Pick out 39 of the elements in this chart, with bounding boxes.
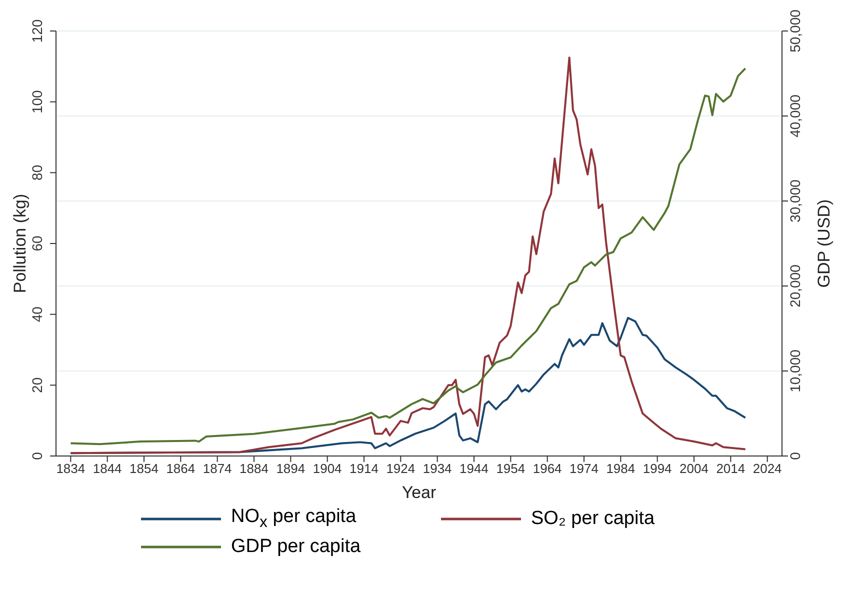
x-tick-label: 1864 [166, 461, 196, 476]
x-tick-label: 1984 [606, 461, 636, 476]
y2-tick-label: 50,000 [787, 9, 803, 52]
x-tick-label: 1854 [130, 461, 158, 476]
y2-axis-title: GDP (USD) [814, 199, 834, 288]
x-tick-label: 2004 [680, 461, 708, 476]
x-tick-label: 1944 [460, 461, 488, 476]
x-tick-label: 1914 [350, 461, 378, 476]
x-tick-label: 1994 [642, 461, 672, 476]
x-tick-label: 1904 [312, 461, 342, 476]
y-tick-label: 20 [29, 377, 45, 393]
x-tick-label: 1834 [56, 461, 86, 476]
x-tick-label: 1924 [386, 461, 416, 476]
x-tick-label: 1884 [240, 461, 268, 476]
y-tick-label: 80 [29, 164, 45, 180]
legend-label: NO$_{x}$ per capita [231, 506, 356, 532]
x-tick-label: 1844 [92, 461, 122, 476]
y-tick-label: 40 [29, 306, 45, 322]
x-tick-label: 1974 [570, 461, 598, 476]
y2-tick-label: 30,000 [787, 179, 803, 222]
y2-tick-label: 40,000 [787, 94, 803, 138]
x-tick-label: 2024 [752, 461, 782, 476]
x-tick-label: 1954 [496, 461, 526, 476]
legend-label: SO₂ per capita [531, 508, 655, 530]
x-tick-label: 1964 [532, 461, 562, 476]
x-axis-title: Year [402, 483, 437, 502]
y-axis-title: Pollution (kg) [10, 194, 30, 294]
legend-label: GDP per capita [231, 536, 361, 558]
x-tick-label: 1934 [422, 461, 452, 476]
y2-tick-label: 0 [787, 452, 803, 460]
y-tick-label: 100 [29, 90, 45, 114]
y2-tick-label: 10,000 [787, 349, 803, 392]
y-tick-label: 120 [29, 19, 45, 43]
y-tick-label: 60 [29, 236, 45, 252]
x-tick-label: 1894 [276, 461, 306, 476]
x-tick-label: 1874 [202, 461, 232, 476]
y-tick-label: 0 [29, 452, 45, 460]
y2-tick-label: 20,000 [787, 264, 803, 308]
x-tick-label: 2014 [716, 461, 746, 476]
